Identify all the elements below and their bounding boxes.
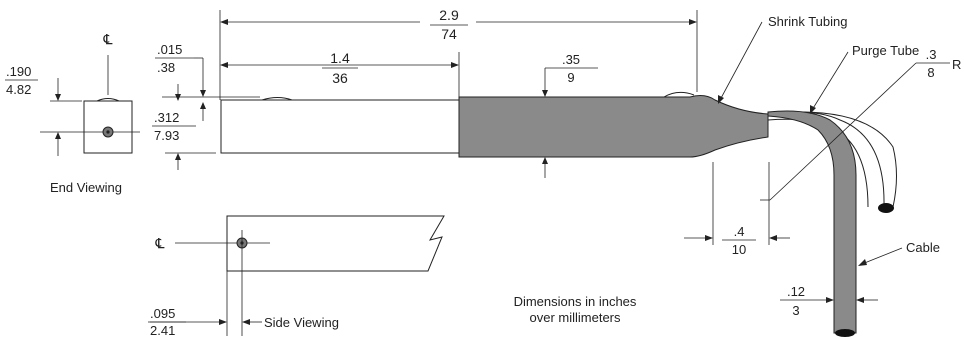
cable-arrow [858,259,867,266]
bend-offset-inches: .4 [734,224,745,239]
probe-dia-arrow-bottom [175,153,181,160]
probe-left-dimensions: .015 .38 .312 7.93 [152,42,260,170]
purge-tube-end [878,203,894,213]
end-view-body [83,100,133,154]
cable-dia-inches: .12 [787,284,805,299]
shrink-tubing [458,95,769,158]
end-offset-mm: 4.82 [6,82,31,97]
side-view-centerline-symbol: ℄ [155,235,165,251]
cable [767,110,857,337]
dimensions-note: Dimensions in inches over millimeters [514,294,637,325]
end-offset-arrow-top [55,94,61,101]
shrink-tubing-leader [719,21,763,101]
cable-body [767,110,857,334]
purge-tube-arrow [810,105,816,114]
tip-length-mm: 36 [332,70,348,86]
purge-tube-leader [811,51,849,111]
bend-radius-suffix: R [952,57,961,72]
side-view: ℄ .095 2.41 Side Viewing [148,215,445,338]
note-line-2: over millimeters [529,310,621,325]
probe-dia-inches: .312 [154,110,179,125]
side-offset-inches: .095 [150,306,175,321]
overall-length-arrow-right [689,19,697,25]
tubing-dia-arrow-top [542,90,548,97]
end-view-center-dot [106,130,110,134]
bend-radius-mm: 8 [927,65,934,80]
top-dimensions: 2.9 74 1.4 36 .35 9 [219,7,698,178]
purge-tube-outer [799,111,897,208]
bend-radius-inches: .3 [926,47,937,62]
probe-body [220,91,769,158]
probe-dia-arrow-top [175,94,181,101]
cable-end [835,329,855,337]
shrink-tubing-label: Shrink Tubing [768,14,848,29]
cable-dia-mm: 3 [792,303,799,318]
groove-depth-inches: .015 [157,42,182,57]
purge-tube-label: Purge Tube [852,43,919,58]
probe-tip-groove [261,97,293,101]
end-viewing-label: End Viewing [50,180,122,195]
side-viewing-label: Side Viewing [264,315,339,330]
bend-offset-mm: 10 [732,242,746,257]
cable-leader [861,247,903,265]
tubing-dia-inches: .35 [562,52,580,67]
end-view: ℄ .190 4.82 End Viewing [5,31,140,195]
shrink-tubing-bump [663,91,695,98]
end-view-groove [96,98,120,102]
overall-length-inches: 2.9 [439,7,459,23]
groove-depth-arrow-top [200,90,206,97]
probe-dia-mm: 7.93 [154,128,179,143]
side-offset-arrow-right [242,319,250,325]
cable-dia-arrow-left [826,297,834,303]
right-dimensions: Shrink Tubing Purge Tube .3 8 R .4 10 Ca… [684,14,961,318]
shrink-tubing-arrow [718,95,724,104]
cable-label: Cable [906,240,940,255]
end-view-centerline-symbol: ℄ [103,31,113,47]
bend-offset-arrow-left [705,235,713,241]
overall-length-mm: 74 [441,26,457,42]
side-offset-arrow-left [219,319,227,325]
tip-length-inches: 1.4 [330,50,350,66]
bend-offset-arrow-right [769,235,777,241]
side-view-body [226,215,445,272]
overall-length-label-bg [420,12,476,42]
tip-length-arrow-left [220,62,228,68]
end-offset-inches: .190 [6,64,31,79]
probe-tip [220,99,460,154]
groove-depth-mm: .38 [157,60,175,75]
cable-dia-arrow-right [856,297,864,303]
tip-length-arrow-right [451,62,459,68]
groove-depth-arrow-bottom [200,102,206,109]
side-offset-mm: 2.41 [150,323,175,338]
bend-radius-leader [769,62,917,201]
note-line-1: Dimensions in inches [514,294,637,309]
overall-length-arrow-left [220,19,228,25]
end-offset-arrow-bottom [55,132,61,139]
tubing-dia-arrow-bottom [542,157,548,164]
tubing-dia-mm: 9 [567,70,574,85]
